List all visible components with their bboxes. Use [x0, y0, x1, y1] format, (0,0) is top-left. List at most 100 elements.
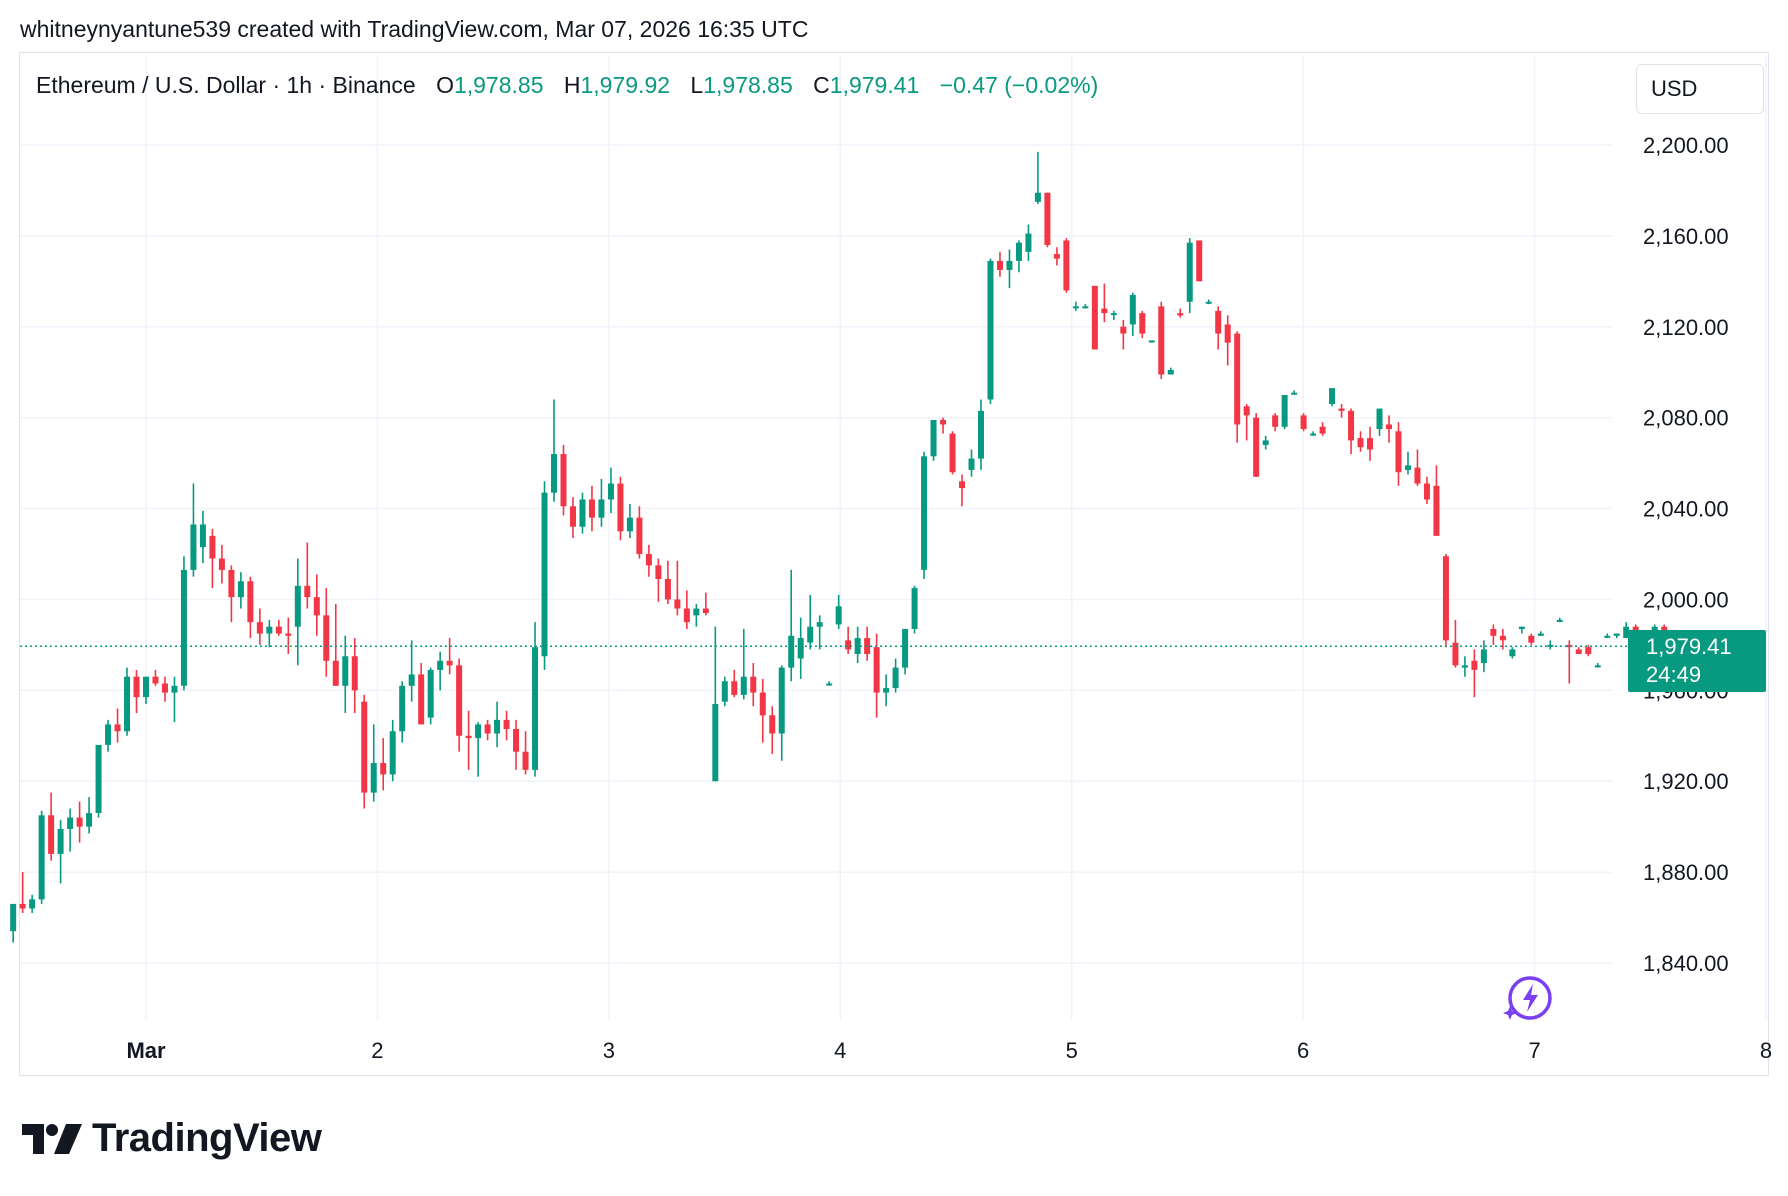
- candle-body: [1310, 433, 1317, 436]
- candle-body: [180, 569, 187, 686]
- candle-body: [532, 647, 539, 770]
- candle-body: [1566, 644, 1573, 648]
- candle-body: [1167, 369, 1174, 375]
- candle-body: [427, 669, 434, 718]
- candle-body: [1234, 333, 1241, 425]
- x-tick-label: 6: [1297, 1038, 1309, 1063]
- y-tick-label: 2,160.00: [1643, 224, 1729, 249]
- candle-body: [522, 751, 529, 770]
- candle-body: [237, 581, 244, 598]
- candle-body: [323, 615, 330, 661]
- y-tick-label: 2,040.00: [1643, 497, 1729, 522]
- candle-body: [921, 456, 928, 570]
- lightning-sparkle-icon[interactable]: [1500, 972, 1560, 1024]
- y-tick-label: 2,200.00: [1643, 133, 1729, 158]
- x-tick-label: Mar: [126, 1038, 166, 1063]
- candle-body: [731, 681, 738, 695]
- candle-body: [778, 667, 785, 734]
- x-tick-label: 5: [1066, 1038, 1078, 1063]
- candle-body: [133, 676, 140, 698]
- candle-body: [1423, 483, 1430, 500]
- candle-body: [152, 676, 159, 684]
- candle-body: [1253, 417, 1260, 477]
- candle-body: [892, 667, 899, 689]
- candle-body: [465, 735, 472, 739]
- candle-body: [1376, 408, 1383, 430]
- candle-body: [854, 638, 861, 654]
- candle-body: [446, 660, 453, 666]
- change-value: −0.47 (−0.02%): [939, 72, 1099, 98]
- candle-body: [1025, 233, 1032, 252]
- candle-body: [351, 656, 358, 691]
- candle-body: [1186, 242, 1193, 302]
- candle-body: [209, 535, 216, 559]
- open-label: O: [436, 72, 454, 98]
- candle-body: [1386, 424, 1393, 430]
- tradingview-logo-icon: [22, 1123, 82, 1154]
- x-tick-label: 4: [834, 1038, 846, 1063]
- candle-body: [826, 683, 833, 686]
- candle-body: [1442, 556, 1449, 641]
- y-tick-label: 1,840.00: [1643, 951, 1729, 976]
- candle-body: [617, 483, 624, 532]
- candle-body: [816, 622, 823, 627]
- candle-body: [1604, 635, 1611, 638]
- candle-body: [968, 458, 975, 470]
- candle-body: [569, 506, 576, 527]
- candle-body: [702, 608, 709, 614]
- candle-body: [1148, 340, 1155, 343]
- symbol-label[interactable]: Ethereum / U.S. Dollar · 1h · Binance: [36, 72, 416, 98]
- candle-body: [171, 685, 178, 693]
- candle-body: [1291, 392, 1298, 395]
- candle-body: [721, 681, 728, 702]
- candle-body: [1034, 192, 1041, 202]
- brand-name: TradingView: [92, 1116, 322, 1160]
- candle-body: [389, 731, 396, 775]
- candle-body: [1461, 665, 1468, 668]
- candle-body: [266, 626, 273, 634]
- candle-body: [342, 656, 349, 686]
- candle-body: [484, 724, 491, 734]
- candle-body: [1072, 306, 1079, 309]
- candle-body: [996, 260, 1003, 270]
- candle-body: [1537, 633, 1544, 636]
- candle-body: [57, 828, 64, 854]
- low-label: L: [690, 72, 704, 98]
- candle-body: [218, 558, 225, 570]
- y-tick-label: 1,920.00: [1643, 769, 1729, 794]
- candle-body: [645, 554, 652, 566]
- tradingview-brand[interactable]: TradingView: [22, 1116, 322, 1161]
- candle-body: [1091, 285, 1098, 350]
- high-label: H: [563, 72, 581, 98]
- candle-body: [437, 660, 444, 670]
- candle-body: [987, 260, 994, 400]
- x-tick-label: 2: [371, 1038, 383, 1063]
- candle-body: [199, 524, 206, 548]
- candle-body: [740, 676, 747, 695]
- candle-body: [228, 569, 235, 598]
- candle-body: [949, 433, 956, 473]
- candle-body: [883, 688, 890, 693]
- candle-body: [1518, 626, 1525, 629]
- candle-body: [76, 817, 83, 827]
- candle-body: [598, 499, 605, 518]
- candle-body: [1623, 626, 1630, 639]
- candle-body: [29, 899, 36, 909]
- candle-body: [10, 903, 17, 932]
- y-axis-labels: 1,840.001,880.001,920.001,960.002,000.00…: [1643, 133, 1729, 976]
- ohlc-legend: Ethereum / U.S. Dollar · 1h · Binance O1…: [36, 72, 1098, 99]
- candle-body: [38, 815, 45, 900]
- candle-body: [1528, 635, 1535, 643]
- last-price-tag: 1,979.41 24:49: [1628, 630, 1766, 692]
- candle-body: [247, 581, 254, 623]
- candle-body: [807, 626, 814, 643]
- candle-body: [1110, 313, 1117, 316]
- candle-body: [1101, 308, 1108, 314]
- currency-button[interactable]: USD: [1636, 64, 1764, 114]
- candle-body: [902, 628, 909, 668]
- candle-body: [456, 665, 463, 736]
- candle-body: [313, 597, 320, 616]
- candle-body: [1452, 642, 1459, 666]
- candle-body: [1129, 294, 1136, 325]
